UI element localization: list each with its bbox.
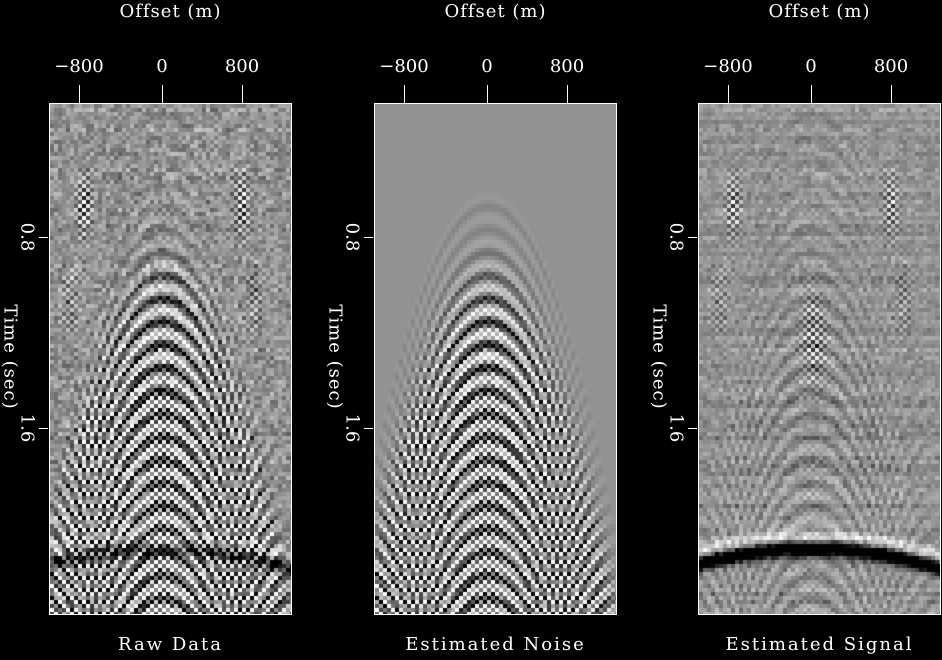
y-axis-title: Time (sec)	[324, 304, 346, 410]
x-tick-mark	[487, 85, 488, 103]
y-tick-mark	[688, 237, 697, 238]
y-axis-title: Time (sec)	[648, 304, 670, 410]
x-axis-title: Offset (m)	[444, 1, 547, 22]
y-tick-mark	[364, 428, 373, 429]
panel-caption: Estimated Signal	[725, 634, 914, 655]
x-tick-label: 800	[873, 56, 909, 77]
panel-estimated-signal: Offset (m) −800 0 800 0.8 1.6 Time (sec)…	[649, 0, 941, 660]
y-tick-mark	[39, 237, 48, 238]
panel-raw-data: Offset (m) −800 0 800 0.8 1.6 Time (sec)…	[0, 0, 292, 660]
seismic-image-raw-data	[49, 103, 292, 615]
x-tick-label: 800	[224, 56, 260, 77]
x-tick-mark	[891, 85, 892, 103]
x-tick-label: 0	[805, 56, 817, 77]
y-tick-label: 0.8	[16, 222, 38, 252]
x-tick-mark	[162, 85, 163, 103]
x-tick-mark	[79, 85, 80, 103]
x-tick-label: 0	[481, 56, 493, 77]
x-tick-mark	[242, 85, 243, 103]
x-tick-label: 0	[156, 56, 168, 77]
seismic-image-estimated-noise	[374, 103, 617, 615]
y-axis-title: Time (sec)	[0, 304, 21, 410]
x-tick-mark	[404, 85, 405, 103]
y-tick-label: 0.8	[665, 222, 687, 252]
x-tick-mark	[567, 85, 568, 103]
y-tick-mark	[39, 428, 48, 429]
panel-caption: Raw Data	[118, 634, 223, 655]
y-tick-mark	[688, 428, 697, 429]
y-tick-label: 1.6	[341, 413, 363, 443]
x-tick-mark	[728, 85, 729, 103]
y-tick-label: 1.6	[665, 413, 687, 443]
x-tick-label: 800	[549, 56, 585, 77]
x-tick-mark	[811, 85, 812, 103]
panel-estimated-noise: Offset (m) −800 0 800 0.8 1.6 Time (sec)…	[325, 0, 617, 660]
x-axis-title: Offset (m)	[768, 1, 871, 22]
y-tick-label: 0.8	[341, 222, 363, 252]
y-tick-label: 1.6	[16, 413, 38, 443]
y-tick-mark	[364, 237, 373, 238]
x-axis-title: Offset (m)	[119, 1, 222, 22]
panel-caption: Estimated Noise	[405, 634, 586, 655]
seismic-image-estimated-signal	[698, 103, 941, 615]
x-tick-label: −800	[703, 56, 753, 77]
x-tick-label: −800	[54, 56, 104, 77]
x-tick-label: −800	[379, 56, 429, 77]
